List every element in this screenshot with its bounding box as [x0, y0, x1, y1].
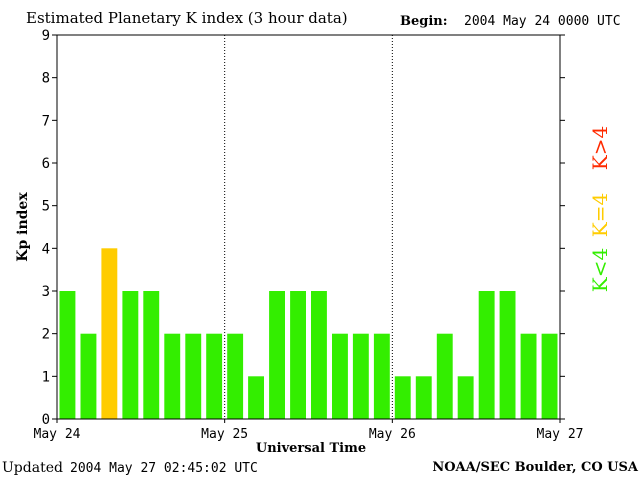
y-tick-label-1: 1: [42, 369, 50, 385]
bar-1: [80, 333, 97, 419]
plot-frame: [56, 34, 561, 420]
bar-2: [101, 248, 118, 419]
bar-10: [269, 291, 285, 419]
bar-15: [373, 333, 390, 419]
legend-low: K<4: [588, 248, 612, 292]
y-tick-label-2: 2: [42, 327, 50, 343]
updated-label: Updated: [2, 460, 63, 476]
x-ticks: May 24 May 25 May 26 May 27: [34, 419, 584, 442]
y-axis-label: Kp index: [15, 192, 31, 262]
bar-17: [415, 376, 432, 419]
updated-value: 2004 May 27 02:45:02 UTC: [70, 461, 258, 476]
x-tick-label-2: May 26: [369, 427, 416, 442]
y-tick-label-5: 5: [42, 199, 50, 215]
y-tick-label-8: 8: [42, 71, 50, 87]
x-axis-label: Universal Time: [256, 441, 366, 456]
bar-3: [122, 291, 139, 419]
bar-16: [394, 376, 411, 419]
x-tick-label-0: May 24: [34, 427, 81, 442]
y-tick-label-3: 3: [42, 284, 50, 300]
y-tick-label-4: 4: [42, 241, 50, 257]
bar-6: [185, 333, 202, 419]
bar-14: [352, 333, 369, 419]
bar-23: [541, 333, 558, 419]
bar-18: [436, 333, 453, 419]
bar-7: [206, 333, 223, 419]
bar-19: [457, 376, 474, 419]
bars-group: [59, 248, 558, 419]
y-tick-label-0: 0: [42, 412, 50, 428]
legend-high: K>4: [588, 126, 612, 170]
bar-20: [478, 291, 495, 419]
y-tick-label-7: 7: [42, 113, 50, 129]
x-tick-label-3: May 27: [537, 427, 584, 442]
chart-title: Estimated Planetary K index (3 hour data…: [26, 9, 348, 27]
begin-value: 2004 May 24 0000 UTC: [464, 14, 621, 29]
begin-label: Begin:: [400, 14, 448, 29]
credit-text: NOAA/SEC Boulder, CO USA: [432, 460, 638, 475]
bar-8: [227, 333, 244, 419]
y-tick-label-9: 9: [42, 28, 50, 44]
bar-11: [290, 291, 306, 419]
bar-12: [311, 291, 327, 419]
bar-4: [143, 291, 160, 419]
bar-22: [520, 333, 537, 419]
y-ticks: 0 1 2 3 4 5 6 7 8 9: [42, 28, 565, 428]
bar-9: [248, 376, 264, 419]
bar-21: [499, 291, 516, 419]
y-tick-label-6: 6: [42, 156, 50, 172]
day-dividers: [224, 35, 393, 419]
bar-0: [59, 291, 76, 419]
x-tick-label-1: May 25: [201, 427, 248, 442]
bar-5: [164, 333, 181, 419]
bar-13: [332, 333, 348, 419]
legend-mid: K=4: [588, 193, 612, 237]
